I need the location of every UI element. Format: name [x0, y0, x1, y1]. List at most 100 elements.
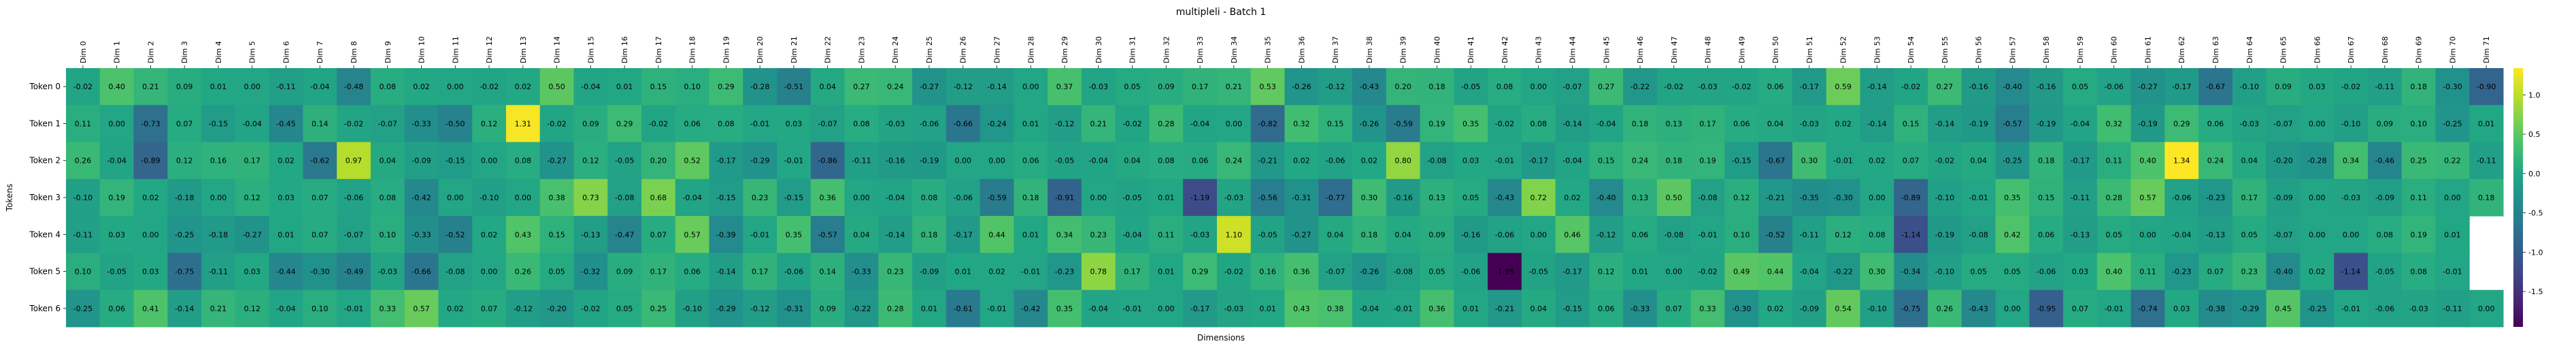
cell-value-label: -0.45	[276, 119, 295, 128]
cell-value-label: 0.42	[2004, 230, 2021, 239]
cell-value-label: -0.03	[1800, 119, 1819, 128]
cell-value-label: -0.66	[412, 268, 431, 276]
cell-value-label: 0.32	[2105, 119, 2122, 128]
cell-value-label: -0.29	[716, 304, 735, 313]
cell-value-label: -0.04	[1596, 119, 1616, 128]
cell-value-label: 0.00	[1869, 193, 1886, 202]
x-tick-label: Dim 54	[1907, 36, 1916, 63]
heatmap-cell	[1454, 68, 1488, 106]
heatmap-cell	[980, 142, 1014, 180]
heatmap-cell	[1995, 105, 2030, 143]
heatmap-cell	[472, 178, 507, 217]
cell-value-label: 0.27	[853, 82, 870, 91]
heatmap-cell	[472, 142, 507, 180]
heatmap-cell	[2063, 68, 2098, 106]
cell-value-label: 0.10	[1733, 230, 1750, 239]
cell-value-label: -0.08	[1698, 193, 1717, 202]
cell-value-label: -0.10	[2240, 82, 2259, 91]
cell-value-label: -0.10	[73, 193, 93, 202]
heatmap-cell	[1014, 105, 1048, 143]
heatmap-cell	[2367, 68, 2403, 106]
cell-value-label: -0.01	[784, 157, 803, 165]
heatmap-cell	[1488, 68, 1522, 106]
cell-value-label: -0.15	[1562, 304, 1582, 313]
heatmap-cell	[99, 289, 135, 328]
heatmap-cell	[1724, 68, 1759, 106]
cell-value-label: 0.78	[1090, 268, 1107, 276]
cell-value-label: -0.57	[2003, 119, 2022, 128]
cell-value-label: 0.06	[1767, 82, 1784, 91]
cell-value-label: -0.12	[514, 304, 533, 313]
cell-value-label: 0.08	[718, 119, 735, 128]
cell-value-label: 0.18	[1632, 119, 1649, 128]
x-tick-label: Dim 40	[1433, 36, 1441, 63]
heatmap-cell	[539, 216, 574, 253]
cell-value-label: 0.12	[582, 157, 599, 165]
heatmap-cell	[1656, 289, 1692, 328]
cell-value-label: -0.05	[615, 157, 634, 165]
heatmap-cell	[1589, 253, 1624, 291]
cell-value-label: 0.17	[2241, 193, 2258, 202]
y-tick-label: Token 5	[29, 267, 61, 276]
cell-value-label: -0.15	[716, 193, 735, 202]
cell-value-label: 0.01	[1259, 304, 1276, 313]
cell-value-label: 0.04	[1530, 304, 1547, 313]
x-tick-label: Dim 67	[2347, 36, 2356, 63]
cell-value-label: 0.02	[1835, 119, 1852, 128]
cell-value-label: -0.19	[2037, 119, 2056, 128]
x-tick-label: Dim 6	[282, 41, 290, 63]
heatmap-cell	[1555, 216, 1590, 253]
cell-value-label: 0.00	[1022, 82, 1039, 91]
heatmap-cell	[269, 178, 303, 217]
cell-value-label: -1.14	[1901, 230, 1920, 239]
cell-value-label: -0.52	[1766, 230, 1785, 239]
cell-value-label: -0.05	[107, 268, 126, 276]
heatmap-cell	[2266, 105, 2301, 143]
heatmap-cell	[1284, 105, 1319, 143]
heatmap-cell	[404, 178, 439, 217]
heatmap-cell	[1386, 253, 1421, 291]
cell-value-label: -0.08	[1665, 230, 1684, 239]
heatmap-cell	[269, 68, 303, 106]
cell-value-label: 0.02	[142, 193, 159, 202]
cell-value-label: -0.25	[73, 304, 93, 313]
cell-value-label: -0.20	[2273, 157, 2292, 165]
heatmap-cell	[709, 289, 743, 328]
heatmap-cell	[844, 105, 879, 143]
cell-value-label: 0.02	[481, 230, 498, 239]
heatmap-cell	[675, 216, 710, 253]
cell-value-label: 0.24	[2207, 157, 2224, 165]
heatmap-cell	[1589, 105, 1624, 143]
heatmap-cell	[1081, 216, 1116, 253]
cell-value-label: 0.44	[988, 230, 1005, 239]
heatmap-cell	[2029, 68, 2064, 106]
heatmap-cell	[438, 142, 473, 180]
heatmap-cells: -0.02 0.40 0.21 0.09 0.01 0.00 -0.11 -0.04 -0.48…	[66, 68, 2504, 328]
cell-value-label: 0.29	[718, 82, 735, 91]
heatmap-cell	[2367, 253, 2403, 291]
heatmap-cell	[1656, 142, 1692, 180]
cell-value-label: 0.03	[278, 193, 295, 202]
cell-value-label: -0.06	[920, 119, 939, 128]
heatmap-cell	[912, 253, 947, 291]
cell-value-label: -0.06	[2104, 82, 2123, 91]
heatmap-cell	[2130, 289, 2165, 328]
heatmap-cell	[1081, 178, 1116, 217]
cell-value-label: 0.15	[2038, 193, 2055, 202]
cell-value-label: 0.06	[1733, 119, 1750, 128]
heatmap-cell	[2198, 253, 2233, 291]
heatmap-cell	[505, 142, 541, 180]
heatmap-cell	[1183, 289, 1218, 328]
heatmap-cell	[539, 142, 574, 180]
x-tick-label: Dim 52	[1839, 36, 1848, 63]
heatmap-cell	[235, 289, 270, 328]
cell-value-label: 0.20	[650, 157, 667, 165]
heatmap-cell	[675, 105, 710, 143]
cell-value-label: 0.23	[1090, 230, 1107, 239]
heatmap-cell	[1420, 105, 1454, 143]
heatmap-cell	[1420, 253, 1454, 291]
cell-value-label: -0.10	[1935, 193, 1954, 202]
heatmap-cell	[709, 105, 743, 143]
cell-value-label: 0.11	[2139, 268, 2156, 276]
heatmap-cell	[1048, 142, 1082, 180]
